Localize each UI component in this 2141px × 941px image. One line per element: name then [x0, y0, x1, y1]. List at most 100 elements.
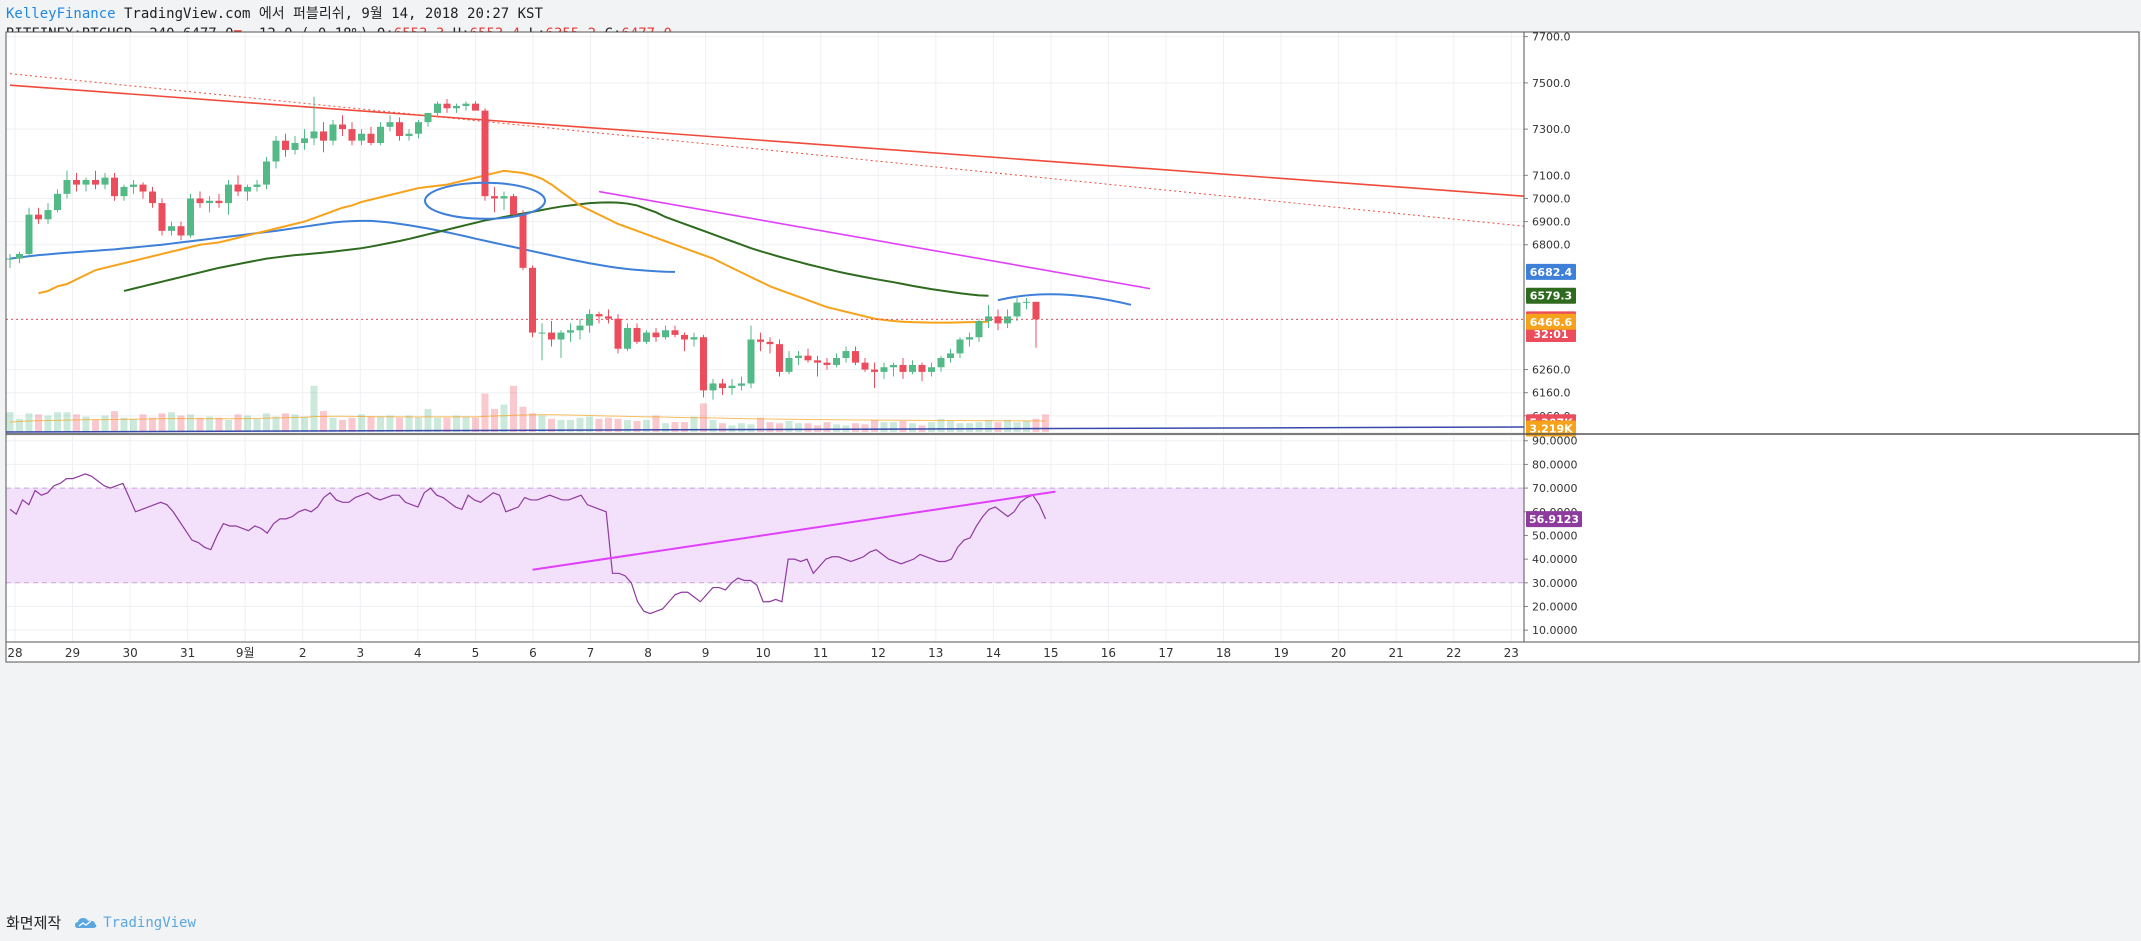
- volume-bar: [975, 422, 983, 432]
- volume-bar: [82, 416, 90, 432]
- volume-bar: [377, 416, 384, 432]
- rsi-tick-label: 20.0000: [1532, 600, 1578, 613]
- trendline[interactable]: [9, 84, 1525, 197]
- volume-bar: [586, 416, 593, 432]
- candle-body: [367, 133, 375, 143]
- candle-body: [244, 186, 251, 192]
- author-name[interactable]: KelleyFinance: [6, 6, 116, 22]
- trendline[interactable]: [9, 73, 1525, 227]
- y-tick-label: 6800.0: [1532, 239, 1571, 252]
- candle-body: [263, 161, 270, 185]
- candle-body: [643, 332, 650, 342]
- x-tick-label: 15: [1043, 646, 1058, 660]
- price-badge-label: 3.219K: [1529, 423, 1573, 436]
- x-tick-label: 4: [414, 646, 422, 660]
- candle-body: [54, 193, 61, 211]
- volume-bar: [272, 416, 280, 432]
- volume-bar: [310, 385, 318, 432]
- candle-body: [377, 126, 384, 143]
- price-badge-label: 6579.3: [1530, 290, 1572, 303]
- candle-body: [909, 364, 916, 372]
- volume-bar: [690, 416, 698, 432]
- rsi-tick-label: 70.0000: [1532, 482, 1578, 495]
- volume-bar: [253, 418, 261, 432]
- x-tick-label: 14: [986, 646, 1001, 660]
- volume-bar: [643, 419, 650, 432]
- candle-body: [282, 140, 289, 150]
- rsi-divergence-line[interactable]: [532, 490, 1056, 571]
- volume-bar: [1023, 421, 1030, 432]
- volume-bar: [728, 425, 736, 432]
- volume-bar: [301, 416, 308, 432]
- volume-bar: [405, 415, 413, 432]
- price-badge: [1526, 325, 1576, 342]
- candle-body: [1032, 301, 1040, 320]
- candle-body: [624, 327, 631, 349]
- candle-body: [652, 332, 660, 338]
- volume-bar: [63, 412, 71, 432]
- candle-body: [443, 103, 451, 109]
- volume-bar: [833, 424, 840, 432]
- volume-bar: [956, 423, 964, 432]
- candle-body: [519, 214, 527, 268]
- candle-body: [453, 105, 460, 109]
- candle-body: [719, 383, 726, 389]
- candle-body: [35, 214, 42, 220]
- ema-long-line: [9, 219, 676, 273]
- volume-bar: [101, 415, 109, 432]
- highlight-arc[interactable]: [997, 293, 1132, 306]
- volume-bar: [747, 424, 755, 432]
- volume-bar: [158, 413, 166, 432]
- candle-body: [73, 179, 80, 185]
- candle-body: [833, 358, 840, 365]
- candle-body: [434, 103, 441, 113]
- candle-body: [785, 358, 793, 372]
- candle-body: [529, 267, 536, 333]
- candle-body: [301, 138, 308, 143]
- volume-bar: [196, 417, 204, 432]
- candle-body: [766, 341, 774, 345]
- candle-body: [16, 253, 23, 259]
- x-tick-label: 12: [871, 646, 886, 660]
- candle-body: [1013, 302, 1021, 317]
- x-tick-label: 21: [1389, 646, 1404, 660]
- candle-body: [776, 344, 783, 372]
- candle-body: [25, 214, 33, 254]
- candle-body: [814, 360, 821, 363]
- candle-body: [472, 103, 479, 111]
- volume-bar: [795, 423, 802, 432]
- brand-link[interactable]: TradingView: [75, 915, 196, 931]
- volume-bar: [73, 414, 80, 432]
- volume-bar: [1032, 418, 1040, 432]
- volume-bar: [415, 417, 422, 432]
- x-tick-label: 31: [180, 646, 195, 660]
- price-badge-label: 6682.4: [1530, 266, 1573, 279]
- x-tick-label: 3: [356, 646, 364, 660]
- y-tick-label: 7700.0: [1532, 31, 1571, 44]
- candle-body: [899, 364, 907, 372]
- volume-bar: [557, 419, 565, 432]
- volume-bar: [396, 417, 403, 432]
- candle-body: [462, 103, 470, 106]
- candle-body: [149, 191, 156, 204]
- volume-bar: [937, 418, 945, 432]
- rsi-tick-label: 80.0000: [1532, 458, 1578, 471]
- candle-body: [63, 179, 71, 194]
- volume-bar: [510, 385, 517, 432]
- volume-bar: [719, 423, 726, 432]
- candle-body: [92, 179, 99, 185]
- volume-bar: [472, 417, 479, 432]
- x-tick-label: 9: [702, 646, 710, 660]
- x-tick-label: 29: [65, 646, 80, 660]
- candle-body: [985, 316, 992, 322]
- candle-body: [966, 337, 973, 340]
- candle-body: [738, 383, 745, 386]
- volume-bar: [538, 415, 546, 432]
- volume-bar: [633, 421, 641, 432]
- highlight-ellipse[interactable]: [424, 181, 546, 220]
- volume-bar: [16, 418, 23, 432]
- candle-body: [928, 367, 935, 372]
- volume-bar: [168, 412, 175, 432]
- trendline[interactable]: [598, 190, 1151, 290]
